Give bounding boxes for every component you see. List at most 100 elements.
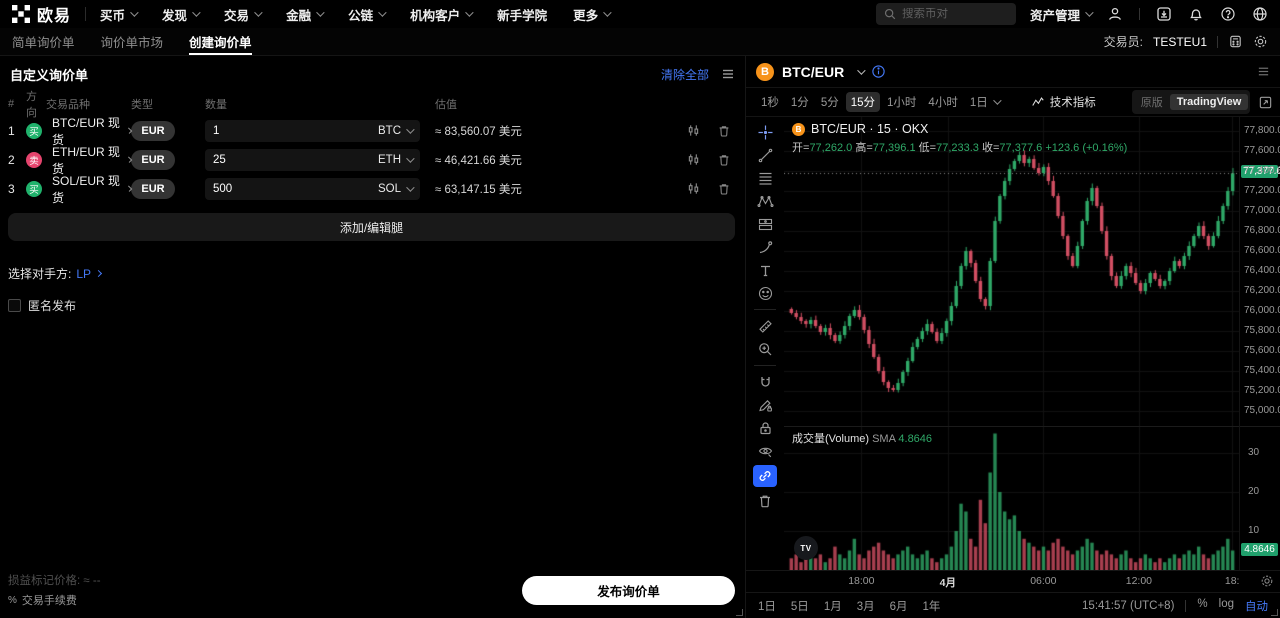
chart-bottom-bar: 1日 5日 1月 3月 6月 1年 15:41:57 (UTC+8) % log 自动	[746, 592, 1280, 618]
quantity-input[interactable]	[213, 153, 378, 166]
pair-selector[interactable]: ETH/EUR 现货	[46, 143, 133, 177]
scale-button[interactable]: 自动	[1245, 600, 1268, 613]
assets-menu[interactable]: 资产管理	[1030, 5, 1094, 24]
long-position-tool[interactable]	[753, 215, 777, 233]
nav-item[interactable]: 更多	[573, 5, 612, 24]
timeframe-button[interactable]: 1小时	[887, 97, 917, 109]
magnet-tool[interactable]	[753, 373, 777, 391]
user-icon[interactable]	[1107, 6, 1123, 22]
range-button[interactable]: 1月	[823, 600, 842, 613]
tradingview-logo[interactable]: TV	[794, 536, 818, 560]
main-area: 自定义询价单 清除全部 # 方向 交易品种 类型 数量 估值 1 买 BTC/E…	[0, 56, 1280, 618]
nav-item[interactable]: 买币	[100, 5, 139, 24]
help-icon[interactable]	[1220, 6, 1236, 22]
xabcd-pattern-tool[interactable]	[753, 192, 777, 210]
gear-icon[interactable]	[1253, 34, 1268, 49]
axis-settings-icon[interactable]	[1260, 574, 1274, 588]
version-option[interactable]: 原版	[1140, 97, 1163, 109]
resize-handle[interactable]	[1271, 609, 1278, 616]
globe-icon[interactable]	[1252, 6, 1268, 22]
nav-item[interactable]: 发现	[162, 5, 201, 24]
nav-item[interactable]: 机构客户	[410, 5, 474, 24]
crosshair-tool[interactable]	[753, 123, 777, 141]
price-axis[interactable]: 77,377.6 4.8646 77,800.0 77,600.0 77,400.0…	[1239, 117, 1280, 570]
unit-dropdown[interactable]: SOL	[378, 183, 415, 195]
rfq-tab[interactable]: 简单询价单	[12, 36, 75, 50]
trash-icon[interactable]	[717, 153, 731, 167]
search-input[interactable]	[901, 8, 1008, 20]
nav-item[interactable]: 新手学院	[497, 8, 548, 23]
download-icon[interactable]	[1156, 6, 1172, 22]
ruler-tool[interactable]	[753, 317, 777, 335]
lock-tool[interactable]	[753, 419, 777, 437]
bell-icon[interactable]	[1188, 6, 1204, 22]
expand-icon[interactable]	[1258, 95, 1273, 110]
range-button[interactable]: 5日	[790, 600, 809, 613]
unit-dropdown[interactable]: BTC	[378, 125, 415, 137]
indicators-button[interactable]: 技术指标	[1031, 94, 1096, 110]
nav-item[interactable]: 交易	[224, 5, 263, 24]
zoom-in-tool[interactable]	[753, 340, 777, 358]
publish-rfq-button[interactable]: 发布询价单	[522, 575, 735, 605]
quantity-field[interactable]: SOL	[205, 177, 420, 200]
search-box[interactable]	[875, 3, 1016, 25]
timeframe-button[interactable]: 15分	[845, 92, 881, 112]
brush-tool[interactable]	[753, 238, 777, 256]
rfq-tab[interactable]: 询价单市场	[100, 36, 164, 50]
scale-button[interactable]: %	[1197, 597, 1208, 610]
candlestick-chart-canvas[interactable]	[784, 117, 1239, 570]
timeframe-button[interactable]: 5分	[820, 97, 839, 109]
candles-icon[interactable]	[686, 181, 701, 196]
currency-type-pill[interactable]: EUR	[131, 149, 175, 170]
draw-lock-tool[interactable]	[753, 396, 777, 414]
link-tool[interactable]	[753, 465, 777, 487]
clear-all-button[interactable]: 清除全部	[660, 67, 709, 82]
trash-icon[interactable]	[717, 182, 731, 196]
trash-icon[interactable]	[717, 124, 731, 138]
range-button[interactable]: 3月	[856, 600, 875, 613]
calculator-icon[interactable]	[1228, 34, 1243, 49]
chevron-down-icon[interactable]	[857, 65, 866, 75]
okx-logo[interactable]: 欧易	[12, 2, 71, 26]
candles-icon[interactable]	[686, 152, 701, 167]
range-button[interactable]: 6月	[889, 600, 908, 613]
rfq-tab[interactable]: 创建询价单	[189, 28, 252, 55]
currency-type-pill[interactable]: EUR	[131, 178, 175, 199]
eye-tool[interactable]	[753, 442, 777, 460]
quantity-field[interactable]: ETH	[205, 148, 420, 171]
resize-handle[interactable]	[736, 609, 743, 616]
timeframe-button[interactable]: 4小时	[928, 97, 958, 109]
text-tool[interactable]	[753, 261, 777, 279]
fib-retracement-tool[interactable]	[753, 169, 777, 187]
quantity-input[interactable]	[213, 182, 378, 195]
emoji-tool[interactable]	[753, 284, 777, 302]
timeframe-button[interactable]: 1日	[965, 92, 1004, 112]
pane-divider[interactable]	[784, 426, 1280, 427]
scale-button[interactable]: log	[1218, 597, 1234, 610]
nav-item[interactable]: 公链	[348, 5, 387, 24]
fee-label[interactable]: 交易手续费	[21, 595, 77, 607]
version-option[interactable]: TradingView	[1169, 94, 1249, 110]
quantity-input[interactable]	[213, 124, 378, 137]
nav-item[interactable]: 金融	[286, 5, 325, 24]
quantity-field[interactable]: BTC	[205, 119, 420, 142]
range-button[interactable]: 1日	[758, 600, 776, 613]
range-button[interactable]: 1年	[922, 600, 941, 613]
list-menu-icon[interactable]	[721, 67, 735, 81]
timeframe-button[interactable]: 1分	[790, 97, 809, 109]
candles-icon[interactable]	[686, 123, 701, 138]
trend-line-tool[interactable]	[753, 146, 777, 164]
anonymous-checkbox[interactable]	[8, 299, 21, 312]
timeframe-button[interactable]: 1秒	[761, 97, 779, 109]
currency-type-pill[interactable]: EUR	[131, 120, 175, 141]
time-axis[interactable]: 18:00 4月 06:00 12:00 18:	[746, 570, 1280, 592]
counterparty-link[interactable]: LP	[76, 266, 92, 281]
symbol-title[interactable]: BTC/EUR	[782, 63, 845, 80]
unit-dropdown[interactable]: ETH	[378, 154, 415, 166]
add-edit-leg-button[interactable]: 添加/编辑腿	[8, 213, 735, 241]
info-icon[interactable]	[871, 64, 886, 79]
pair-selector[interactable]: BTC/EUR 现货	[46, 114, 133, 148]
trash-tool[interactable]	[753, 492, 777, 510]
pair-selector[interactable]: SOL/EUR 现货	[46, 172, 133, 206]
panel-menu-icon[interactable]	[1257, 65, 1270, 78]
